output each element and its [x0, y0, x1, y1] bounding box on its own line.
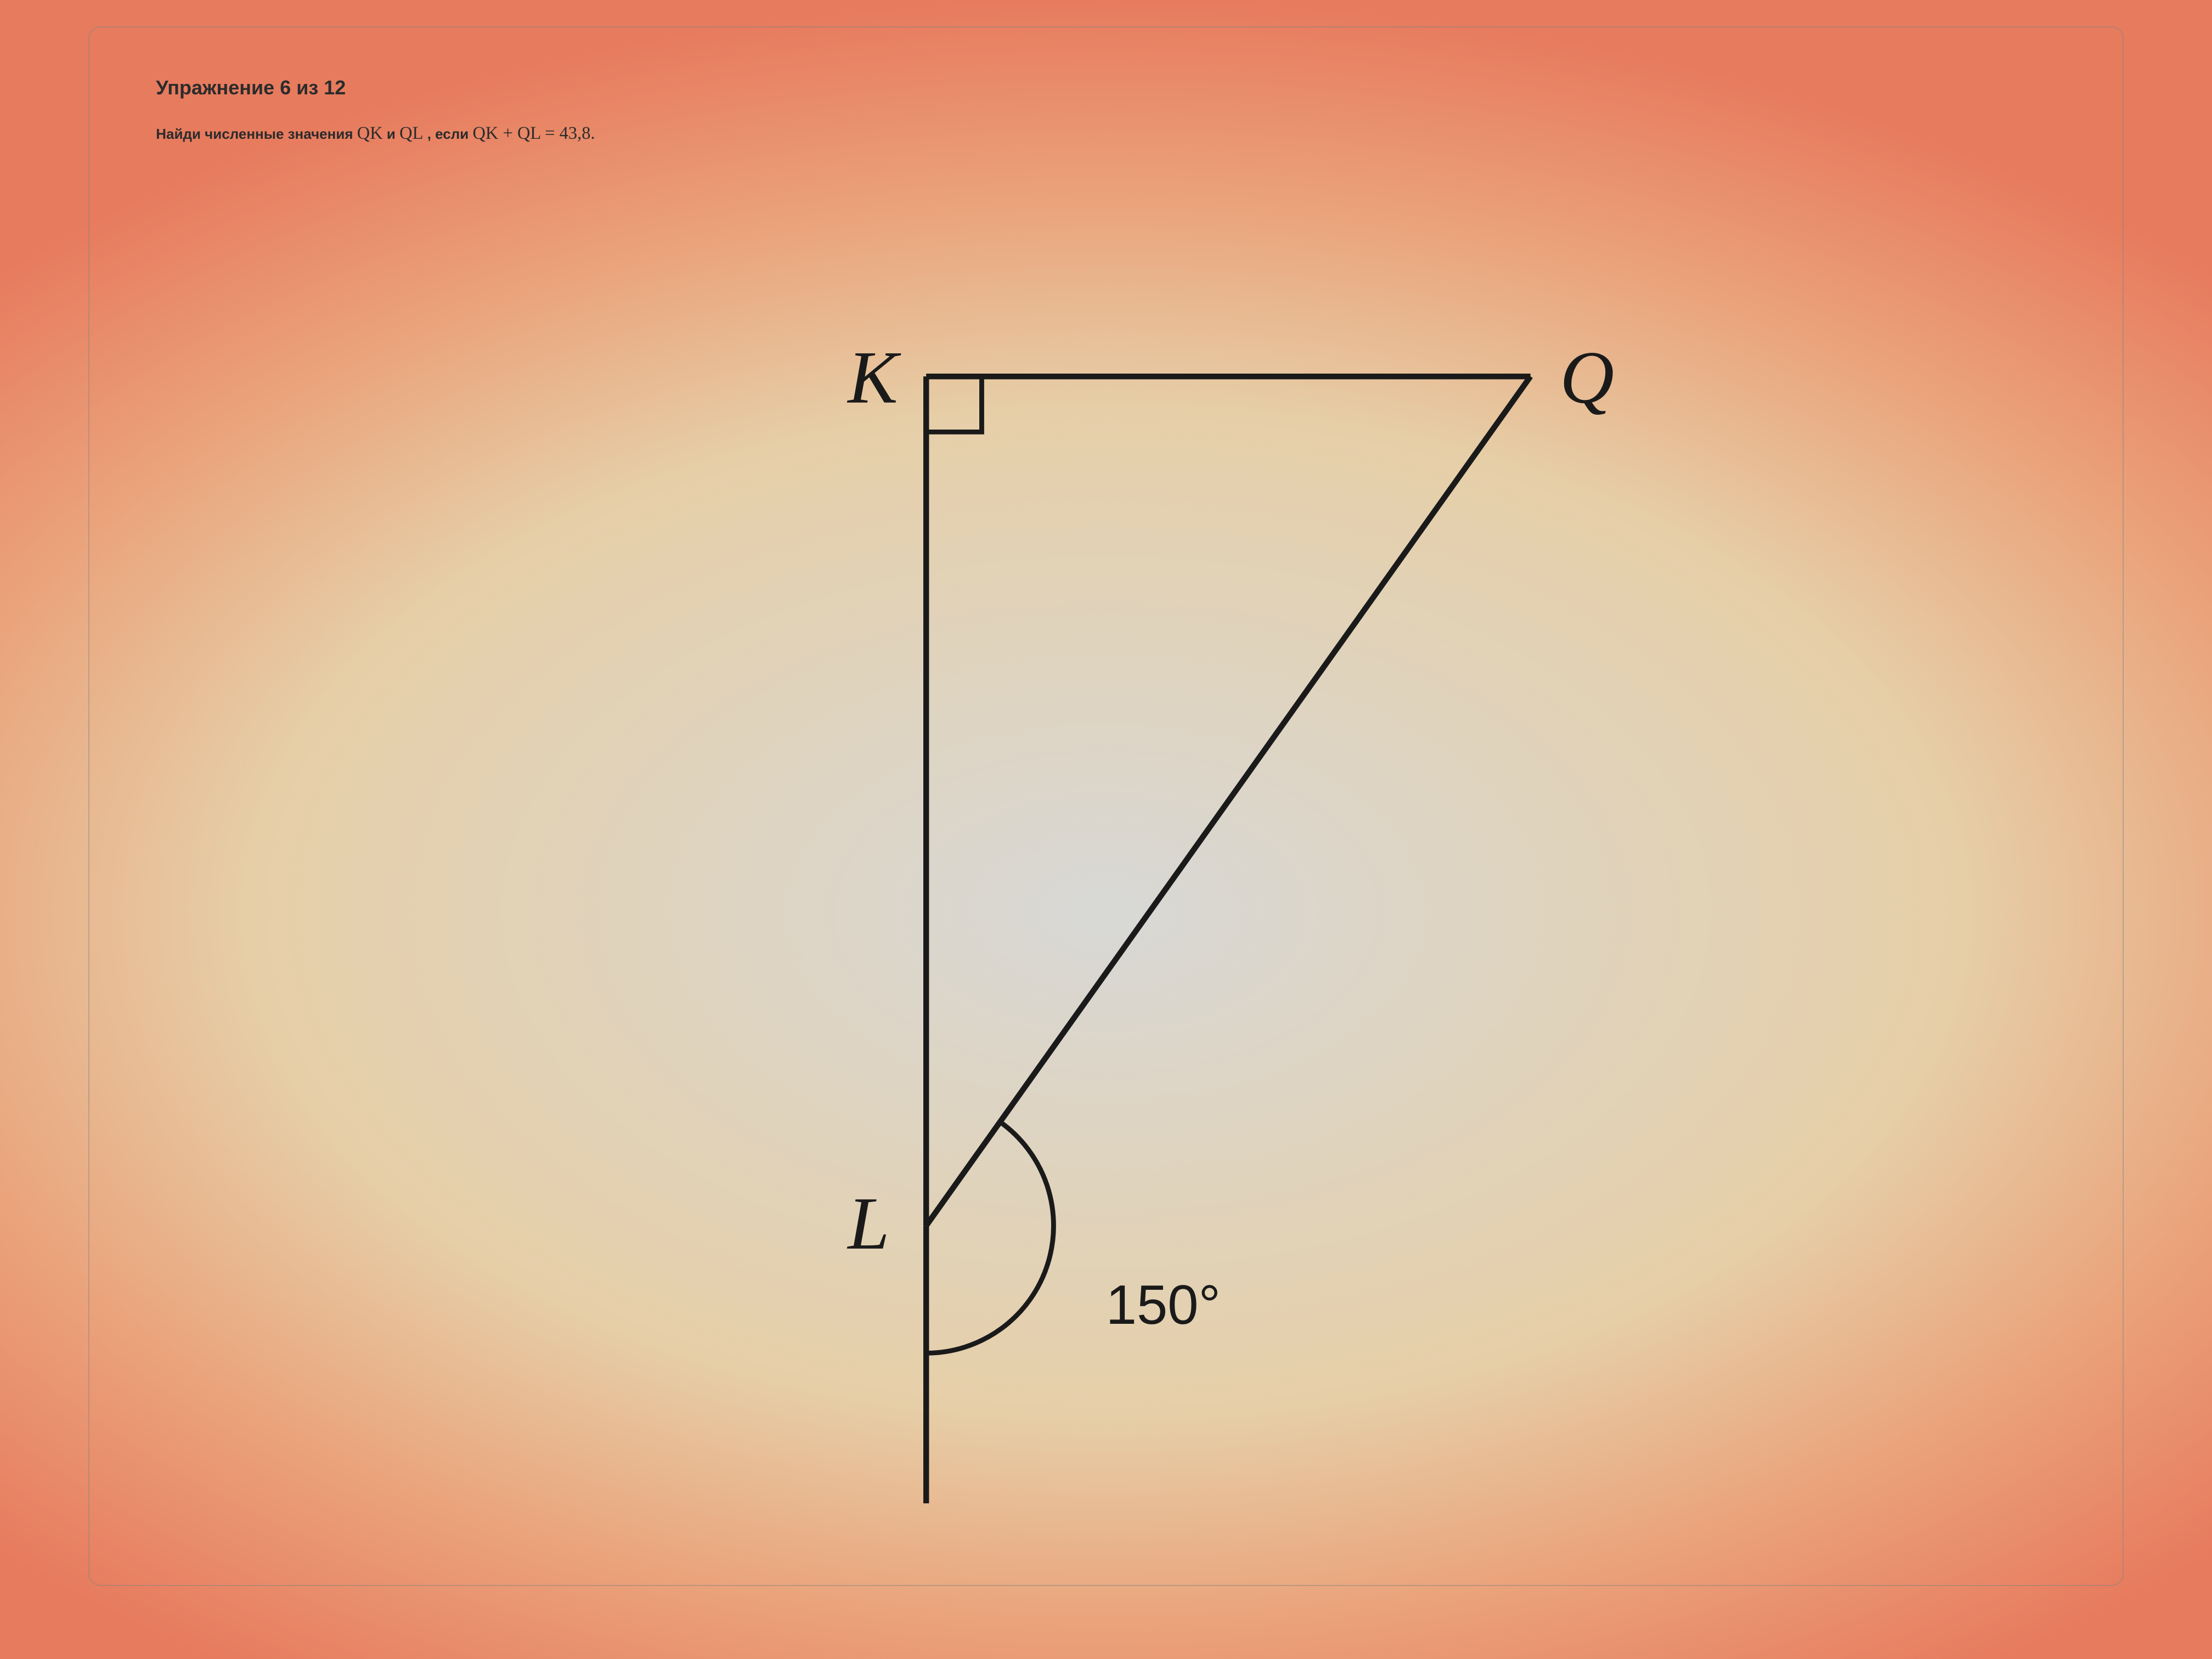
prompt-math-eq: QK + QL = 43,8. — [472, 123, 595, 143]
triangle-diagram: 150° K Q L — [89, 246, 2122, 1585]
point-label-K: K — [847, 336, 902, 419]
exercise-title: Упражнение 6 из 12 — [156, 76, 2056, 99]
prompt-lead: Найди численные значения — [156, 126, 357, 142]
prompt-and: и — [387, 126, 399, 142]
figure-container: 150° K Q L — [89, 246, 2122, 1585]
exercise-prompt: Найди численные значения QK и QL , если … — [156, 121, 2056, 146]
prompt-math-ql: QL — [399, 123, 423, 143]
point-label-L: L — [847, 1182, 890, 1265]
angle-label: 150° — [1106, 1274, 1221, 1336]
exercise-card: Упражнение 6 из 12 Найди численные значе… — [88, 26, 2123, 1586]
point-label-Q: Q — [1560, 336, 1615, 419]
prompt-math-qk: QK — [357, 123, 383, 143]
prompt-if: , если — [427, 126, 473, 142]
